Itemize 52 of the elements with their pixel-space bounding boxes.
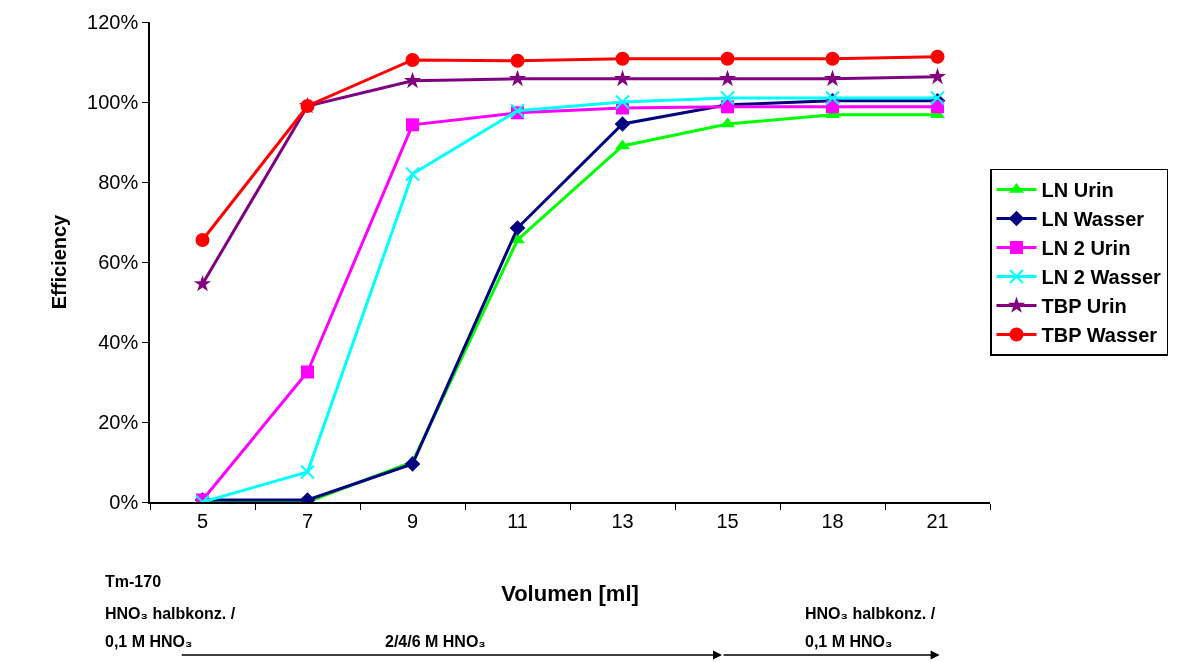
- y-axis-title: Efficiency: [48, 213, 71, 310]
- point: [195, 233, 210, 247]
- legend-label: LN Urin: [1041, 179, 1114, 202]
- x-tick-label: 7: [301, 509, 314, 532]
- point: [405, 166, 420, 182]
- point: [825, 51, 840, 66]
- x-axis-title: Volumen [ml]: [501, 581, 639, 607]
- point: [930, 49, 945, 64]
- y-tick-label: 80%: [98, 171, 139, 193]
- point: [193, 274, 212, 292]
- point: [508, 69, 527, 87]
- point: [510, 53, 525, 68]
- point: [614, 116, 631, 132]
- point: [509, 220, 526, 236]
- point: [720, 51, 735, 66]
- text: 0,1 M HNO₃: [805, 633, 893, 650]
- point: [613, 69, 632, 87]
- x-tick-label: 9: [406, 509, 419, 532]
- point: [718, 69, 737, 87]
- y-tick-label: 120%: [87, 11, 139, 33]
- point: [615, 94, 630, 110]
- text: 2/4/6 M HNO₃: [385, 633, 486, 650]
- text: 0,1 M HNO₃: [105, 633, 193, 650]
- point: [403, 71, 422, 89]
- text: HNO₃ halbkonz. /: [805, 605, 936, 622]
- y-tick-label: 0%: [109, 491, 139, 513]
- y-tick-label: 20%: [98, 411, 139, 433]
- x-tick-label: 11: [507, 509, 528, 532]
- point: [405, 53, 420, 67]
- point: [301, 365, 314, 379]
- point: [404, 456, 421, 472]
- legend-label: LN 2 Urin: [1041, 237, 1131, 260]
- point: [928, 67, 947, 85]
- x-tick-label: 18: [821, 509, 844, 532]
- point: [615, 51, 630, 66]
- text: Tm-170: [105, 573, 162, 590]
- legend-label: LN Wasser: [1041, 208, 1145, 231]
- text: HNO₃ halbkonz. /: [105, 605, 236, 622]
- x-tick-label: 15: [716, 509, 739, 532]
- legend-label: TBP Urin: [1041, 295, 1127, 318]
- legend-label: TBP Wasser: [1041, 324, 1158, 347]
- point: [720, 90, 735, 106]
- x-tick-label: 5: [196, 509, 209, 532]
- y-tick-label: 40%: [98, 331, 139, 353]
- legend-label: LN 2 Wasser: [1041, 266, 1162, 289]
- point: [823, 69, 842, 87]
- x-tick-label: 21: [926, 509, 949, 532]
- x-tick-label: 13: [611, 509, 634, 532]
- point: [406, 118, 419, 132]
- point: [300, 464, 315, 480]
- y-tick-label: 60%: [98, 251, 139, 273]
- y-tick-label: 100%: [87, 91, 139, 113]
